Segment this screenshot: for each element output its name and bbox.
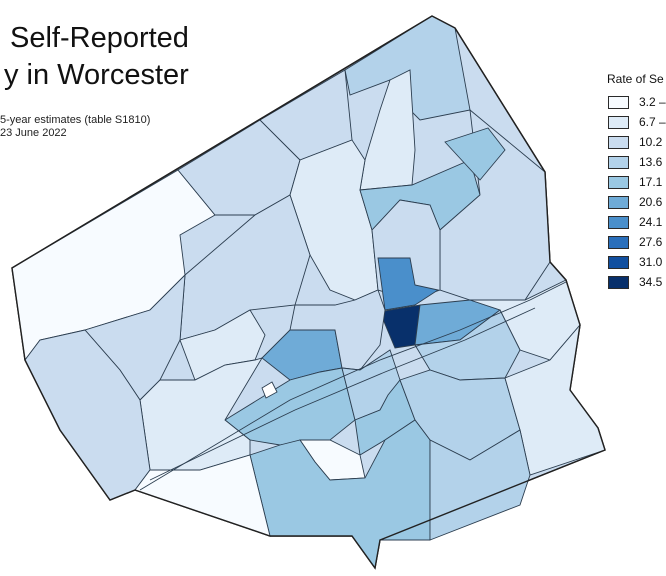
- legend-swatch: [608, 275, 629, 289]
- tract: [261, 381, 278, 399]
- legend-label: 13.6: [639, 155, 663, 169]
- legend-label: 20.6: [639, 195, 663, 209]
- legend-item: 3.2 –: [607, 92, 666, 112]
- legend-swatch: [608, 255, 629, 269]
- legend-swatch: [608, 155, 629, 169]
- tract: [289, 289, 386, 371]
- legend-item: 10.2: [607, 132, 666, 152]
- map-legend: Rate of Se 3.2 – 6.7 – 10.2 13.6 17.1 20.6 24.…: [607, 72, 666, 292]
- legend-swatch: [608, 95, 629, 109]
- tract: [444, 127, 506, 181]
- legend-item: 13.6: [607, 152, 666, 172]
- map-source-note: 5-year estimates (table S1810): [0, 114, 151, 126]
- legend-label: 24.1: [639, 215, 663, 229]
- legend-item: 6.7 –: [607, 112, 666, 132]
- tract: [134, 454, 271, 537]
- legend-item: 24.1: [607, 212, 666, 232]
- legend-title: Rate of Se: [607, 72, 664, 86]
- legend-label: 34.5: [639, 275, 663, 289]
- worcester-outline-stroke: [11, 15, 606, 570]
- legend-swatch: [608, 115, 629, 129]
- legend-label: 27.6: [639, 235, 663, 249]
- map-title-line-1: Self-Reported: [10, 22, 189, 54]
- census-tracts: [11, 15, 606, 570]
- map-date-note: 23 June 2022: [0, 127, 67, 139]
- legend-swatch: [608, 175, 629, 189]
- legend-label: 31.0: [639, 255, 663, 269]
- legend-item: 17.1: [607, 172, 666, 192]
- legend-label: 17.1: [639, 175, 663, 189]
- legend-label: 10.2: [639, 135, 663, 149]
- legend-swatch: [608, 135, 629, 149]
- map-title-line-2: y in Worcester: [4, 59, 189, 91]
- legend-rows: 3.2 – 6.7 – 10.2 13.6 17.1 20.6 24.1 27.6 31.0 34…: [607, 92, 666, 292]
- legend-item: 34.5: [607, 272, 666, 292]
- legend-item: 20.6: [607, 192, 666, 212]
- legend-swatch: [608, 195, 629, 209]
- road-lines: [139, 281, 567, 491]
- legend-item: 31.0: [607, 252, 666, 272]
- legend-swatch: [608, 235, 629, 249]
- legend-label: 3.2 –: [639, 95, 666, 109]
- tract: [429, 429, 531, 541]
- legend-item: 27.6: [607, 232, 666, 252]
- legend-swatch: [608, 215, 629, 229]
- legend-label: 6.7 –: [639, 115, 666, 129]
